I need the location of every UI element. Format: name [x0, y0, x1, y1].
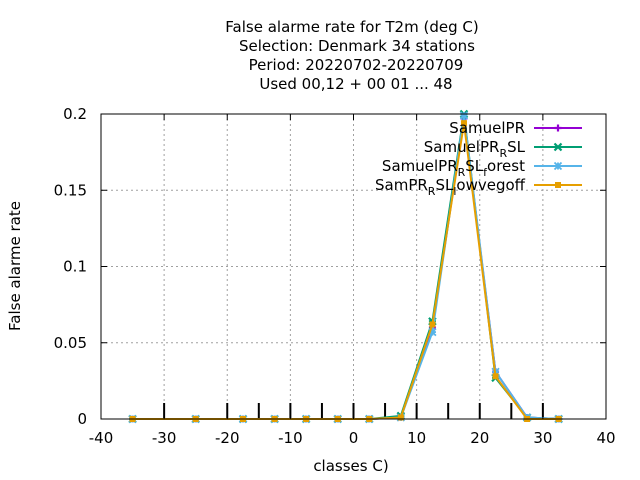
x-tick-label: 30	[533, 429, 552, 447]
data-point	[460, 120, 467, 127]
legend-label: SamuelPRRSLforest	[382, 157, 525, 179]
y-tick-label: 0.05	[54, 334, 87, 352]
y-tick-label: 0.1	[63, 258, 87, 276]
title-line-3: Period: 20220702-20220709	[249, 56, 464, 74]
x-axis-label: classes C)	[313, 457, 388, 475]
legend-entry-3: SamuelPRRSLforest	[382, 157, 582, 179]
data-point	[428, 327, 437, 337]
data-point	[555, 182, 561, 188]
y-tick-label: 0	[77, 410, 87, 428]
legend-label: SamuelPR	[449, 119, 525, 137]
data-point	[492, 373, 499, 380]
x-tick-label: -40	[89, 429, 114, 447]
grid	[101, 114, 606, 419]
title-line-4: Used 00,12 + 00 01 ... 48	[259, 75, 452, 93]
x-tick-label: -20	[215, 429, 240, 447]
title-line-1: False alarme rate for T2m (deg C)	[225, 18, 478, 36]
legend-entry-2: SamuelPRRSL	[424, 138, 582, 160]
x-tick-label: -30	[152, 429, 177, 447]
data-point	[429, 321, 436, 328]
legend-label: SamuelPRRSL	[424, 138, 526, 160]
data-point	[553, 161, 563, 171]
data-point	[554, 124, 562, 132]
data-point	[553, 142, 563, 152]
x-tick-label: 20	[470, 429, 489, 447]
x-tick-label: 0	[349, 429, 359, 447]
legend-label: SamPRRSLlowvegoff	[375, 176, 526, 198]
data-point	[397, 414, 404, 421]
legend-entry-1: SamuelPR	[449, 119, 582, 137]
y-tick-label: 0.15	[54, 181, 87, 199]
x-tick-label: 10	[407, 429, 426, 447]
y-tick-label: 0.2	[63, 105, 87, 123]
x-tick-label: 40	[596, 429, 615, 447]
y-axis-ticks: 0 0.05 0.1 0.15 0.2	[54, 105, 606, 428]
legend-entry-4: SamPRRSLlowvegoff	[375, 176, 582, 198]
y-axis-label: False alarme rate	[6, 201, 24, 331]
data-point	[459, 111, 469, 120]
x-axis-ticks: -40 -30 -20 -10 0 10 20 30 40	[89, 114, 616, 447]
x-tick-label: -10	[278, 429, 303, 447]
legend: SamuelPRSamuelPRRSLSamuelPRRSLforestSamP…	[375, 119, 582, 198]
chart-title: False alarme rate for T2m (deg C) Select…	[225, 18, 478, 93]
title-line-2: Selection: Denmark 34 stations	[239, 37, 475, 55]
